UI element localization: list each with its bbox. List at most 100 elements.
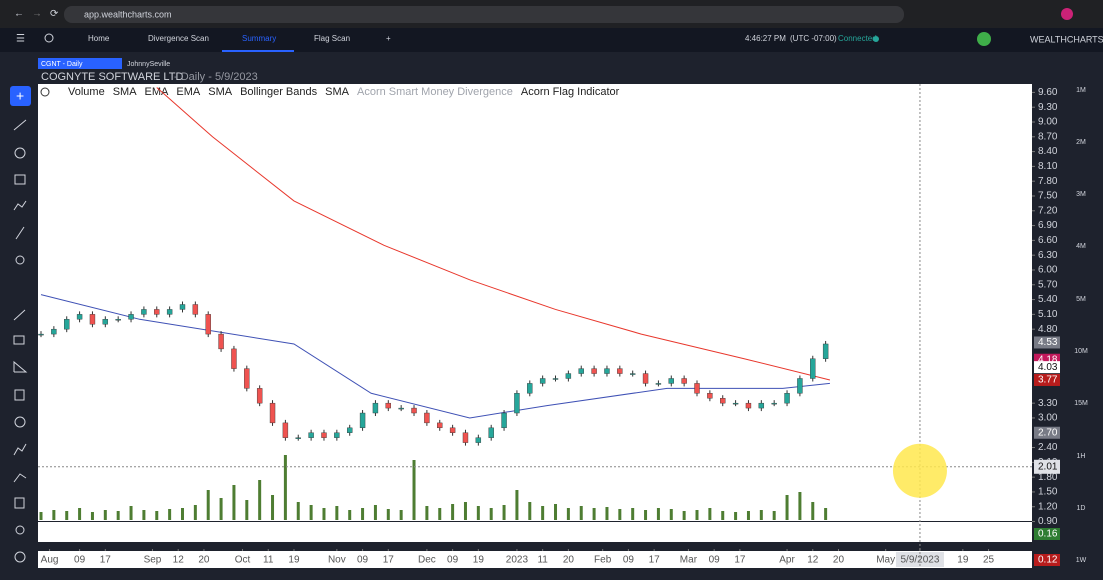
tool-icon[interactable] [15,255,25,265]
candle [720,398,726,404]
volume-bar [798,492,802,520]
timeframe-button[interactable]: 1M [1076,87,1086,94]
nav-tab[interactable]: Home [88,34,110,43]
candle [681,378,687,384]
oscillator-panel [38,522,1032,542]
x-tick-label: 19 [957,555,969,566]
candle [449,427,456,433]
tool-icon[interactable] [14,416,26,428]
y-tick-label: 3.00 [1038,413,1058,424]
reload-button[interactable]: ⟳ [50,9,59,20]
timeframe-button[interactable]: 1H [1077,453,1086,460]
oscillator-tag-label: 0.12 [1038,555,1058,566]
indicator-label[interactable]: Volume [68,86,105,98]
search-button[interactable] [44,33,54,43]
nav-tab[interactable]: + [386,34,391,43]
x-tick-label: 20 [563,555,575,566]
y-tick-label: 1.50 [1038,487,1058,498]
tool-icon[interactable] [13,119,27,131]
tool-icon[interactable] [14,147,26,159]
timeframe-button[interactable]: 15M [1074,400,1088,407]
candle [76,314,83,320]
y-tick-label: 9.00 [1038,117,1058,128]
menu-button[interactable]: ☰ [16,34,25,45]
x-tick-label: Apr [779,555,795,566]
timeframe-button[interactable]: 1D [1077,505,1086,512]
chart-tab-active[interactable] [38,58,122,69]
status-dot [873,36,879,42]
volume-bar [206,490,210,520]
y-tick-label: 8.10 [1038,161,1058,172]
chart-tab[interactable]: JohnnySeville [127,61,170,68]
price-tag-label: 4.18 [1038,354,1058,365]
nav-tab[interactable]: Divergence Scan [148,34,209,43]
price-tag-label: 4.03 [1038,362,1058,373]
add-button[interactable] [10,86,31,106]
y-tick-label: 7.50 [1038,191,1058,202]
nav-tab[interactable]: Summary [242,34,276,43]
timeframe-button[interactable]: 10M [1074,348,1088,355]
settings-icon[interactable] [40,87,50,97]
tool-icon[interactable] [14,174,26,185]
address-bar[interactable] [64,6,904,23]
tool-icon[interactable] [13,200,27,211]
profile-avatar[interactable] [1061,8,1073,20]
clock: 4:46:27 PM [745,34,786,43]
tool-icon[interactable] [13,360,28,373]
timeframe-button[interactable]: 5M [1076,296,1086,303]
tool-icon[interactable] [15,226,25,240]
tool-icon[interactable] [13,335,25,345]
back-button[interactable]: ← [14,9,24,20]
y-tick-label: 5.70 [1038,279,1058,290]
nav-tab[interactable]: Flag Scan [314,34,350,43]
indicator-label[interactable]: EMA [145,86,170,98]
x-tick-label: Feb [594,555,612,566]
help-icon[interactable] [977,32,991,46]
x-axis-strip [38,551,1032,568]
volume-bar [335,506,339,520]
connection-status: Connected [838,34,877,43]
candle [488,427,494,438]
candle [359,412,366,429]
volume-bar [296,502,300,520]
timeframe-button[interactable]: 4M [1076,243,1086,250]
tool-icon[interactable] [13,473,27,483]
indicator-label[interactable]: SMA [113,86,138,98]
volume-bar [463,502,467,520]
y-tick-label: 6.00 [1038,265,1058,276]
x-tick-label: 11 [537,555,548,566]
timeframe-button[interactable]: 1W [1076,557,1087,564]
tool-icon[interactable] [14,389,25,401]
volume-bar [271,495,275,520]
timeframe-button[interactable]: 3M [1076,191,1086,198]
candle [154,309,160,315]
candle [308,432,314,438]
tool-icon[interactable] [13,443,27,456]
candle [385,402,391,409]
indicator-label[interactable]: SMA [208,86,233,98]
indicator-label[interactable]: Acorn Smart Money Divergence [357,86,513,98]
candle [256,388,263,404]
indicator-label[interactable]: Acorn Flag Indicator [521,86,620,98]
volume-bar [168,509,172,520]
candle [758,402,765,409]
candle [565,373,572,379]
indicator-label[interactable]: SMA [325,86,350,98]
volume-bar [708,508,712,520]
forward-button[interactable]: → [32,9,42,20]
chart-tab[interactable]: CGNT - Daily [41,61,83,68]
oscillator-tag-label: 0.16 [1038,529,1058,540]
x-tick-label: May [876,555,895,566]
candle [462,432,469,443]
tool-icon[interactable] [14,551,26,563]
tool-icon[interactable] [14,497,25,509]
indicator-label[interactable]: Bollinger Bands [240,86,318,98]
candle [642,373,649,384]
volume-bar [695,510,699,520]
tool-icon[interactable] [15,525,25,535]
tool-icon[interactable] [13,309,26,321]
indicator-label[interactable]: EMA [176,86,201,98]
volume-bar [502,505,506,520]
timeframe-button[interactable]: 2M [1076,139,1086,146]
x-tick-label: Dec [418,555,436,566]
